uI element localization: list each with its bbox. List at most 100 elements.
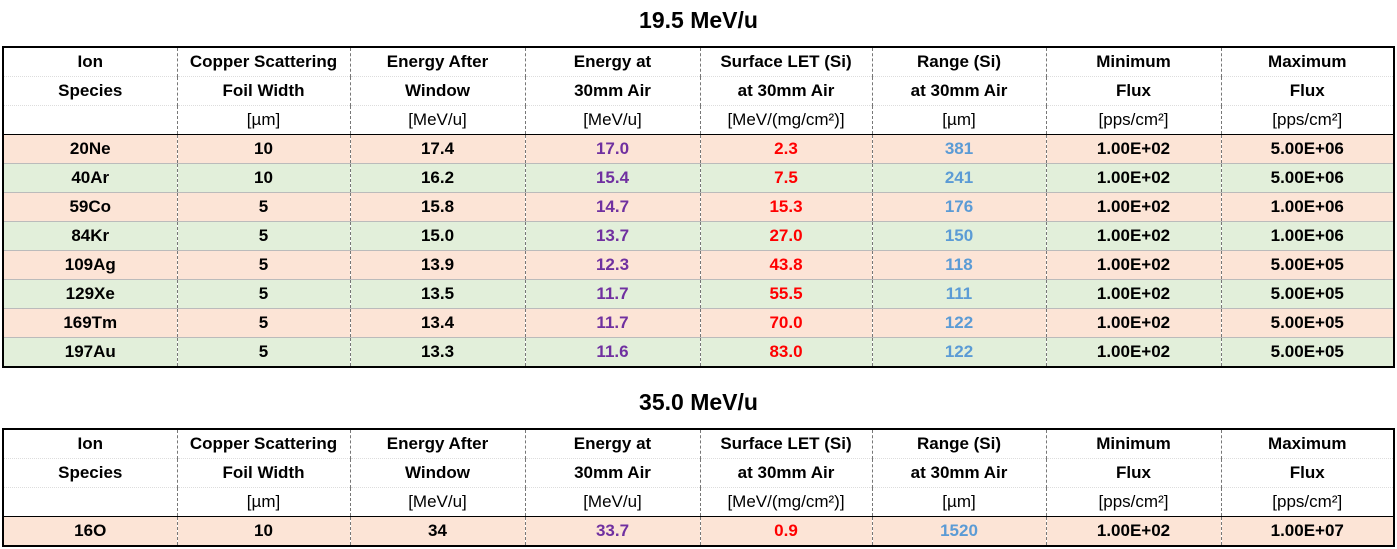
header-cell: [MeV/(mg/cm²)] xyxy=(699,487,873,517)
data-cell: 11.7 xyxy=(524,279,701,309)
data-cell: 5.00E+05 xyxy=(1220,308,1395,338)
data-row: 129Xe 5 13.5 11.7 55.5 111 1.00E+02 5.00E+05 xyxy=(2,279,1395,309)
header-cell: Maximum xyxy=(1220,429,1395,459)
header-cell: at 30mm Air xyxy=(699,458,873,488)
data-cell: 5 xyxy=(176,337,351,368)
header-cell: [MeV/(mg/cm²)] xyxy=(699,105,873,135)
table-body: Ion Copper Scattering Energy After Energy a… xyxy=(2,429,1395,547)
header-cell: [pps/cm²] xyxy=(1045,105,1222,135)
header-cell: Flux xyxy=(1045,458,1222,488)
header-cell xyxy=(2,487,178,517)
header-cell: Window xyxy=(349,76,526,106)
data-cell: 33.7 xyxy=(524,516,701,547)
data-cell: 5.00E+05 xyxy=(1220,279,1395,309)
data-cell: 10 xyxy=(176,134,351,164)
data-cell: 84Kr xyxy=(2,221,178,251)
data-cell: 381 xyxy=(871,134,1047,164)
data-cell: 15.4 xyxy=(524,163,701,193)
data-cell: 1.00E+06 xyxy=(1220,192,1395,222)
header-cell: [pps/cm²] xyxy=(1045,487,1222,517)
data-cell: 10 xyxy=(176,163,351,193)
data-cell: 15.3 xyxy=(699,192,873,222)
data-cell: 43.8 xyxy=(699,250,873,280)
header-cell: [MeV/u] xyxy=(349,487,526,517)
data-cell: 5 xyxy=(176,279,351,309)
header-cell: Species xyxy=(2,458,178,488)
header-row: Species Foil Width Window 30mm Air at 30mm A… xyxy=(2,458,1395,488)
header-cell: Ion xyxy=(2,429,178,459)
header-cell: [µm] xyxy=(176,487,351,517)
header-cell: at 30mm Air xyxy=(699,76,873,106)
data-cell: 5.00E+06 xyxy=(1220,163,1395,193)
data-row: 16O 10 34 33.7 0.9 1520 1.00E+02 1.00E+07 xyxy=(2,516,1395,547)
data-cell: 14.7 xyxy=(524,192,701,222)
data-cell: 59Co xyxy=(2,192,178,222)
data-cell: 70.0 xyxy=(699,308,873,338)
data-cell: 1.00E+02 xyxy=(1045,308,1222,338)
data-cell: 169Tm xyxy=(2,308,178,338)
data-cell: 1.00E+02 xyxy=(1045,163,1222,193)
data-cell: 5 xyxy=(176,221,351,251)
data-row: 59Co 5 15.8 14.7 15.3 176 1.00E+02 1.00E+06 xyxy=(2,192,1395,222)
data-row: 40Ar 10 16.2 15.4 7.5 241 1.00E+02 5.00E+06 xyxy=(2,163,1395,193)
data-cell: 5 xyxy=(176,250,351,280)
data-cell: 5 xyxy=(176,308,351,338)
header-cell: at 30mm Air xyxy=(871,458,1047,488)
data-cell: 55.5 xyxy=(699,279,873,309)
header-cell: Energy at xyxy=(524,429,701,459)
header-cell: Minimum xyxy=(1045,47,1222,77)
header-cell: at 30mm Air xyxy=(871,76,1047,106)
header-cell: Energy After xyxy=(349,429,526,459)
data-cell: 27.0 xyxy=(699,221,873,251)
header-cell: Window xyxy=(349,458,526,488)
header-cell: [µm] xyxy=(176,105,351,135)
data-cell: 1.00E+06 xyxy=(1220,221,1395,251)
data-cell: 122 xyxy=(871,308,1047,338)
header-cell: 30mm Air xyxy=(524,76,701,106)
data-cell: 40Ar xyxy=(2,163,178,193)
data-cell: 1520 xyxy=(871,516,1047,547)
header-cell: Surface LET (Si) xyxy=(699,47,873,77)
data-cell: 5.00E+05 xyxy=(1220,337,1395,368)
data-cell: 13.9 xyxy=(349,250,526,280)
header-cell: Flux xyxy=(1045,76,1222,106)
header-cell: Foil Width xyxy=(176,76,351,106)
header-row: Ion Copper Scattering Energy After Energy a… xyxy=(2,429,1395,459)
data-cell: 111 xyxy=(871,279,1047,309)
data-cell: 2.3 xyxy=(699,134,873,164)
data-cell: 10 xyxy=(176,516,351,547)
header-cell: Copper Scattering xyxy=(176,47,351,77)
header-cell: [MeV/u] xyxy=(524,487,701,517)
data-cell: 5 xyxy=(176,192,351,222)
data-cell: 118 xyxy=(871,250,1047,280)
header-row: [µm] [MeV/u] [MeV/u] [MeV/(mg/cm²)] [µm] [pps… xyxy=(2,105,1395,135)
header-cell: Minimum xyxy=(1045,429,1222,459)
data-cell: 11.7 xyxy=(524,308,701,338)
data-cell: 129Xe xyxy=(2,279,178,309)
data-cell: 13.5 xyxy=(349,279,526,309)
data-cell: 5.00E+05 xyxy=(1220,250,1395,280)
data-cell: 122 xyxy=(871,337,1047,368)
header-cell: Species xyxy=(2,76,178,106)
data-cell: 150 xyxy=(871,221,1047,251)
header-cell: [MeV/u] xyxy=(349,105,526,135)
data-row: 197Au 5 13.3 11.6 83.0 122 1.00E+02 5.00E+05 xyxy=(2,337,1395,368)
data-cell: 1.00E+02 xyxy=(1045,337,1222,368)
header-row: [µm] [MeV/u] [MeV/u] [MeV/(mg/cm²)] [µm] [pps… xyxy=(2,487,1395,517)
table-title: 19.5 MeV/u xyxy=(639,7,758,33)
data-cell: 13.4 xyxy=(349,308,526,338)
header-cell: [pps/cm²] xyxy=(1220,487,1395,517)
data-cell: 1.00E+02 xyxy=(1045,192,1222,222)
header-row: Ion Copper Scattering Energy After Energy a… xyxy=(2,47,1395,77)
data-cell: 34 xyxy=(349,516,526,547)
header-cell: [µm] xyxy=(871,105,1047,135)
data-cell: 13.3 xyxy=(349,337,526,368)
data-cell: 1.00E+02 xyxy=(1045,279,1222,309)
data-cell: 17.0 xyxy=(524,134,701,164)
data-cell: 16O xyxy=(2,516,178,547)
data-cell: 241 xyxy=(871,163,1047,193)
data-cell: 0.9 xyxy=(699,516,873,547)
data-cell: 16.2 xyxy=(349,163,526,193)
data-cell: 17.4 xyxy=(349,134,526,164)
